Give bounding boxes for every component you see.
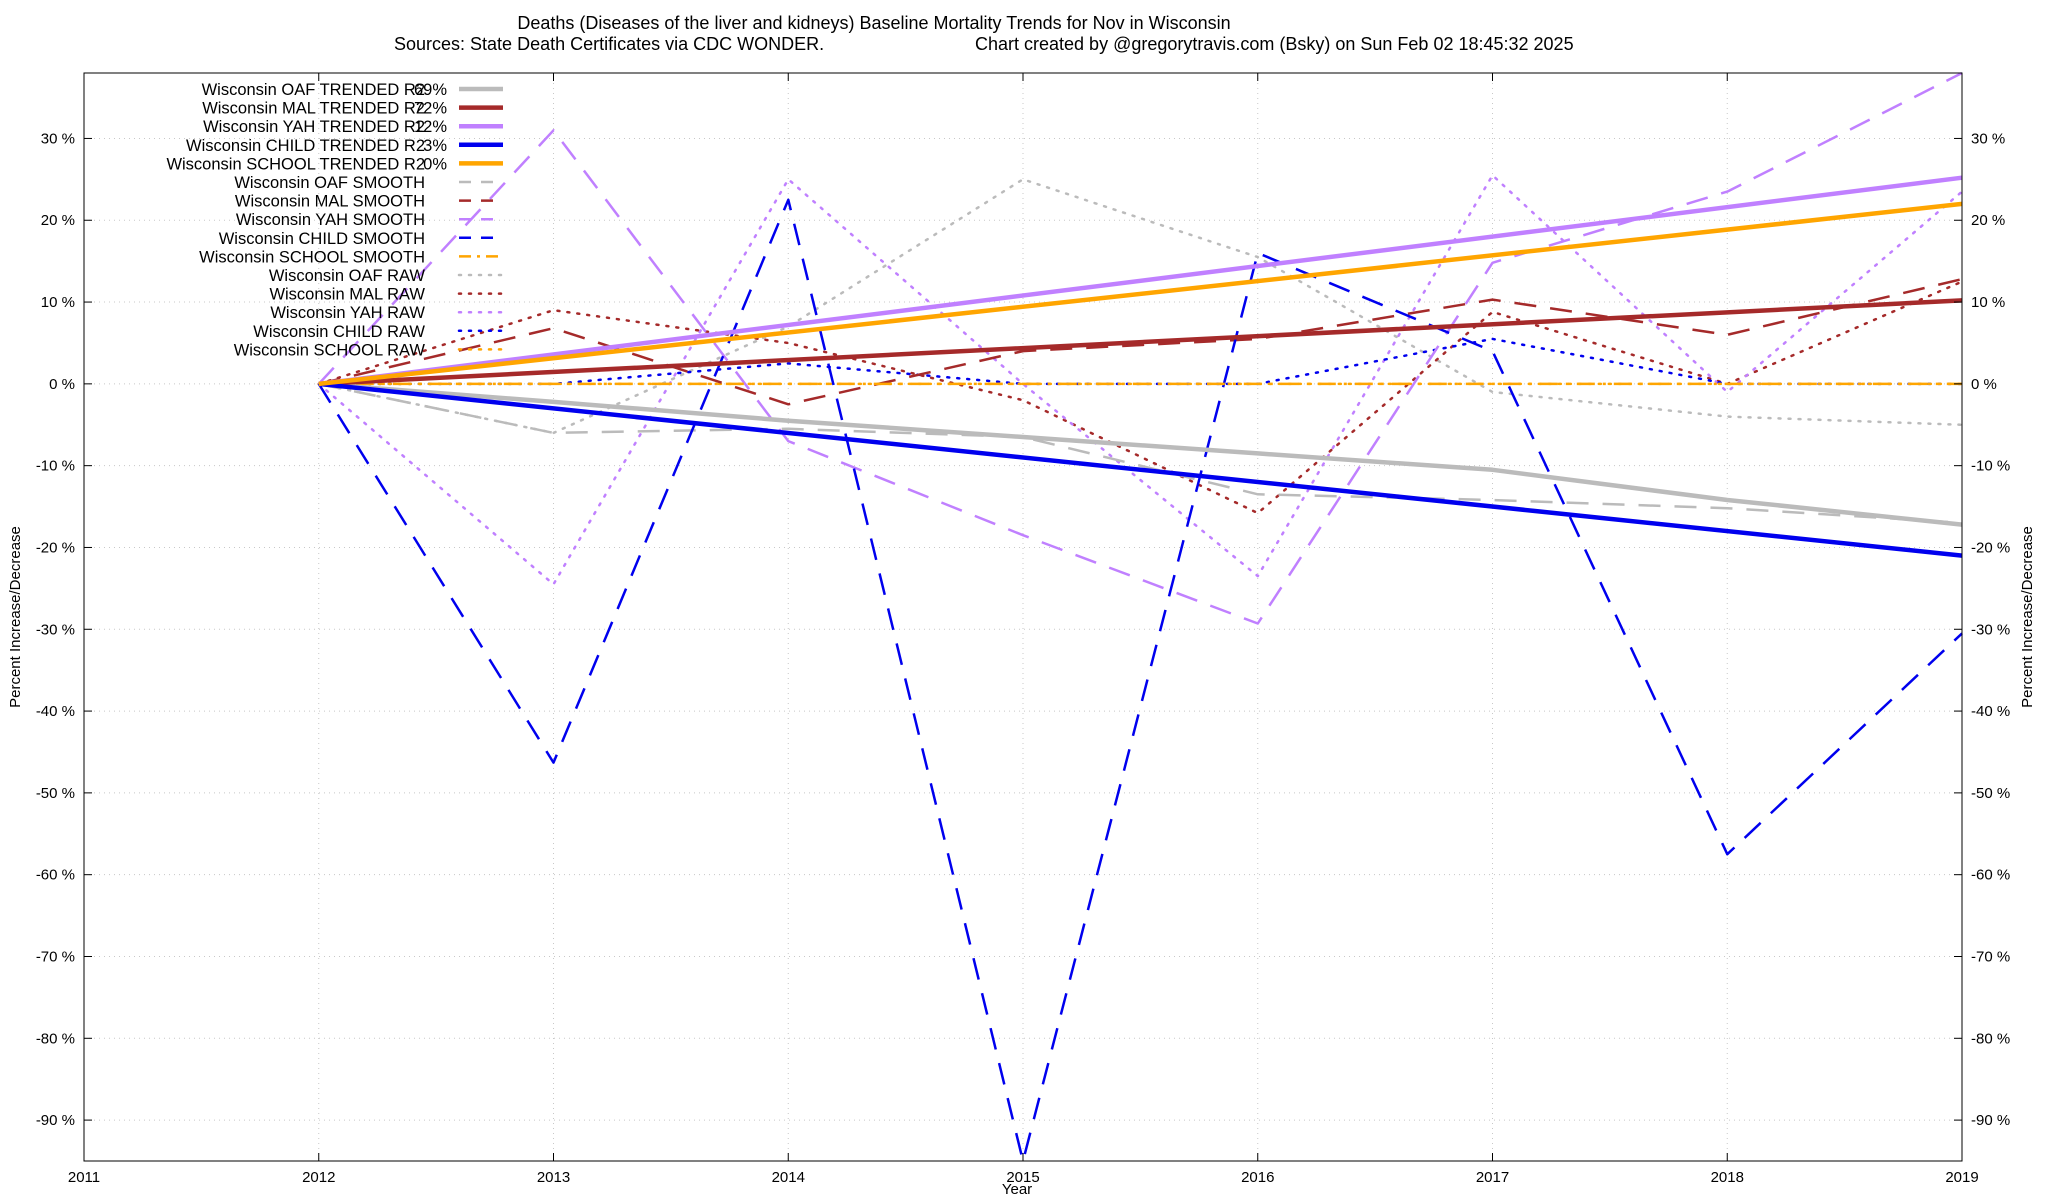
x-tick-label: 2018 — [1711, 1169, 1744, 1186]
x-tick-label: 2019 — [1945, 1169, 1978, 1186]
y2-tick-label: -90 % — [1971, 1112, 2010, 1129]
legend-r2-value: 69% — [414, 81, 447, 99]
series-line-wisconsin-oaf-raw — [317, 178, 1964, 435]
chart-subtitle-sources: Sources: State Death Certificates via CD… — [394, 34, 824, 54]
y2-tick-label: -20 % — [1971, 539, 2010, 556]
series-line-wisconsin-yah-trended-r2 — [318, 175, 1963, 387]
y-tick-label: 30 % — [41, 130, 75, 147]
x-tick-label: 2012 — [302, 1169, 335, 1186]
series-line-wisconsin-oaf-smooth — [318, 382, 1963, 525]
legend-label: Wisconsin YAH RAW — [270, 304, 425, 322]
y-axis-label: Percent Increase/Decrease — [7, 526, 24, 708]
legend-r2-value: 72% — [414, 100, 447, 118]
y2-tick-label: 30 % — [1971, 130, 2005, 147]
chart-subtitle-credit: Chart created by @gregorytravis.com (Bsk… — [975, 34, 1574, 54]
legend-label: Wisconsin CHILD SMOOTH — [219, 230, 425, 248]
y-tick-label: -50 % — [36, 785, 75, 802]
series-line-wisconsin-mal-raw — [317, 280, 1964, 515]
legend-label: Wisconsin MAL TRENDED R2 — [202, 100, 425, 118]
legend-label: Wisconsin OAF SMOOTH — [234, 174, 425, 192]
y-tick-label: -10 % — [36, 458, 75, 475]
legend-label: Wisconsin YAH SMOOTH — [236, 211, 425, 229]
x-tick-label: 2017 — [1476, 1169, 1509, 1186]
x-tick-label: 2013 — [537, 1169, 570, 1186]
legend-label: Wisconsin CHILD RAW — [253, 323, 425, 341]
x-tick-label: 2015 — [1006, 1169, 1039, 1186]
legend-label: Wisconsin SCHOOL RAW — [234, 341, 426, 359]
y2-tick-label: -30 % — [1971, 621, 2010, 638]
series-line-wisconsin-school-trended-r2 — [318, 201, 1963, 387]
series-line-wisconsin-mal-smooth — [318, 277, 1963, 406]
legend-r2-value: 0% — [423, 155, 447, 173]
y-tick-label: -20 % — [36, 539, 75, 556]
y2-tick-label: -10 % — [1971, 458, 2010, 475]
y2-tick-label: -40 % — [1971, 703, 2010, 720]
y2-tick-label: 0 % — [1971, 376, 1997, 393]
axis-ticks: 2011 2012 2013 2014 2015 2016 2017 2018 2019 30 %… — [36, 73, 2010, 1186]
x-tick-label: 2016 — [1241, 1169, 1274, 1186]
legend-label: Wisconsin OAF RAW — [269, 267, 426, 285]
series-line-wisconsin-child-trended-r2 — [318, 381, 1963, 558]
legend-label: Wisconsin SCHOOL TRENDED R2 — [166, 155, 425, 173]
y-tick-label: 20 % — [41, 212, 75, 229]
chart-title: Deaths (Diseases of the liver and kidney… — [517, 13, 1230, 33]
y-tick-label: 0 % — [49, 376, 75, 393]
x-tick-label: 2011 — [68, 1169, 100, 1186]
y-tick-label: -80 % — [36, 1030, 75, 1047]
series-line-wisconsin-mal-trended-r2 — [318, 298, 1963, 387]
legend-r2-value: 3% — [423, 137, 447, 155]
legend-label: Wisconsin MAL RAW — [269, 286, 425, 304]
legend-r2-value: 12% — [414, 118, 447, 136]
y2-tick-label: -60 % — [1971, 867, 2010, 884]
y2-tick-label: -80 % — [1971, 1030, 2010, 1047]
y2-tick-label: 10 % — [1971, 294, 2005, 311]
y-tick-label: -70 % — [36, 948, 75, 965]
y-tick-label: -30 % — [36, 621, 75, 638]
legend-label: Wisconsin MAL SMOOTH — [235, 193, 425, 211]
legend-label: Wisconsin YAH TRENDED R2 — [203, 118, 425, 136]
x-tick-label: 2014 — [772, 1169, 805, 1186]
series-line-wisconsin-yah-smooth — [317, 71, 1963, 625]
x-axis-label: Year — [1002, 1181, 1032, 1198]
y2-tick-label: -50 % — [1971, 785, 2010, 802]
legend-label: Wisconsin CHILD TRENDED R2 — [186, 137, 425, 155]
y2-tick-label: 20 % — [1971, 212, 2005, 229]
y-tick-label: 10 % — [41, 294, 75, 311]
series-line-wisconsin-yah-raw — [317, 174, 1964, 586]
y-tick-label: -90 % — [36, 1112, 75, 1129]
series-layer — [317, 71, 1964, 1163]
y2-tick-label: -70 % — [1971, 948, 2010, 965]
legend-label: Wisconsin OAF TRENDED R2 — [202, 81, 425, 99]
y-tick-label: -40 % — [36, 703, 75, 720]
series-line-wisconsin-oaf-trended-r2 — [318, 381, 1963, 527]
series-line-wisconsin-child-raw — [317, 337, 1964, 386]
y2-axis-label: Percent Increase/Decrease — [2019, 526, 2036, 708]
y-tick-label: -60 % — [36, 867, 75, 884]
series-line-wisconsin-child-smooth — [317, 198, 1963, 1163]
legend-label: Wisconsin SCHOOL SMOOTH — [199, 248, 425, 266]
